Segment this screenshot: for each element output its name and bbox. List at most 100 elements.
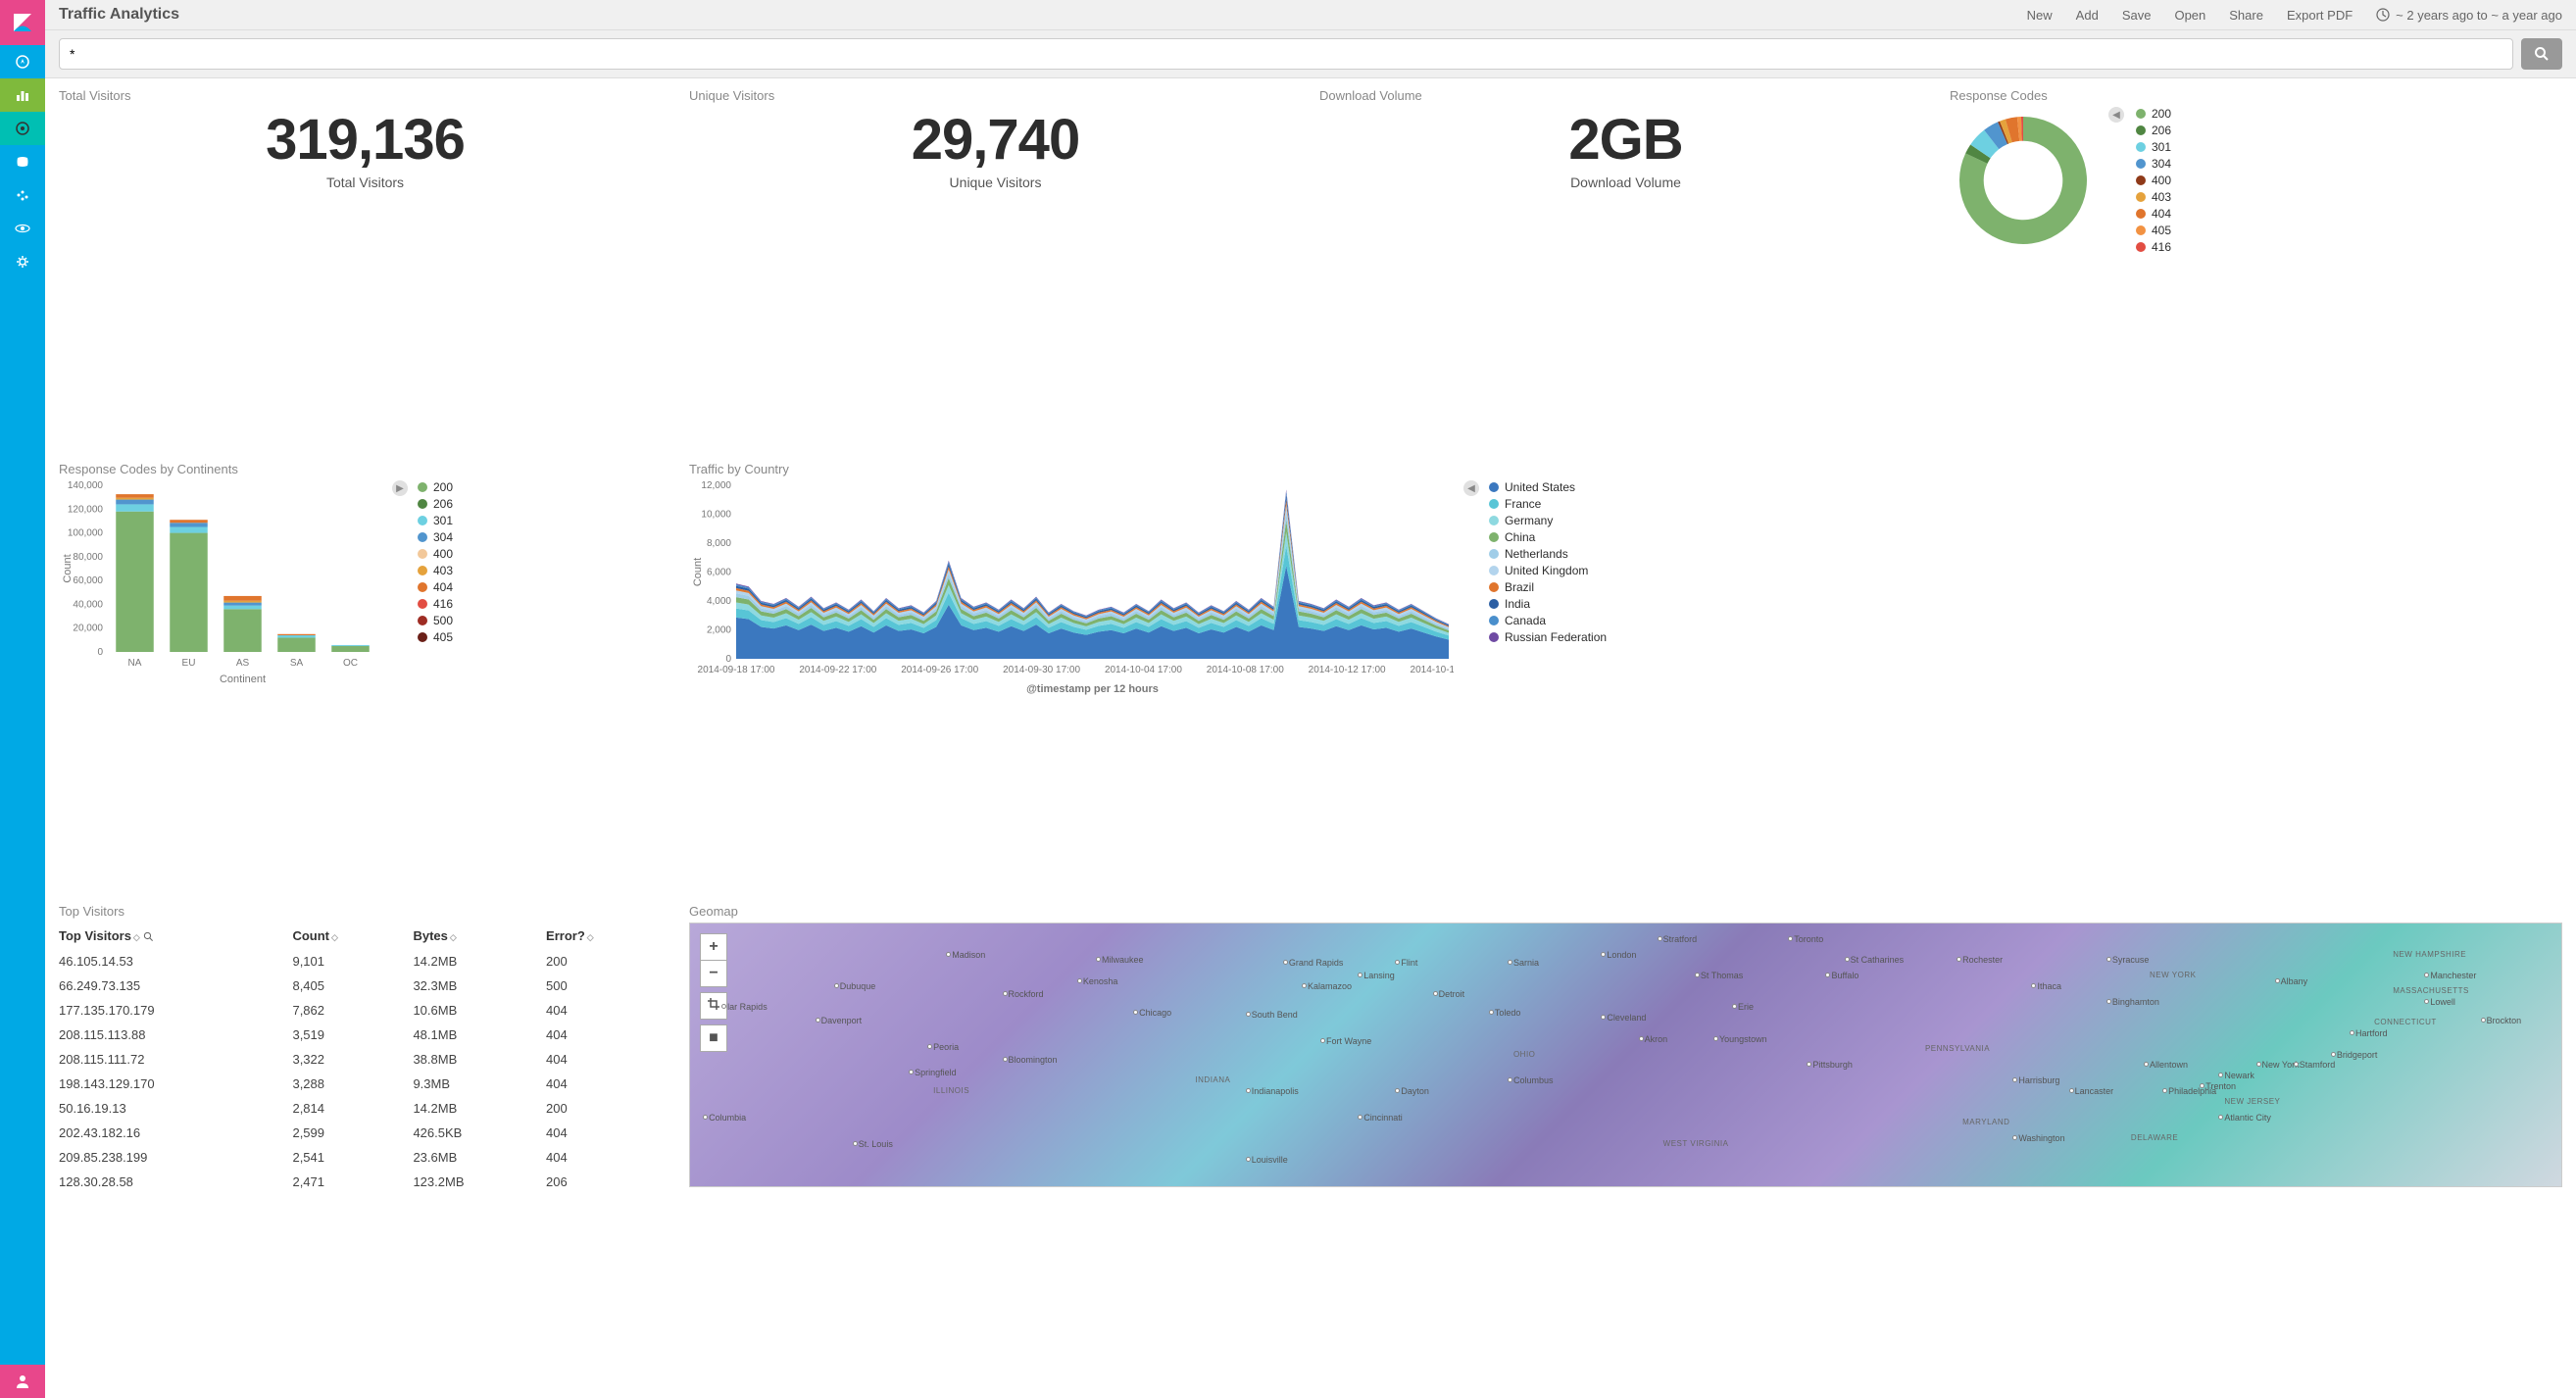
geo-city-dot: [816, 1018, 820, 1023]
panel-title: Response Codes: [1950, 88, 2562, 103]
legend-item[interactable]: Germany: [1489, 514, 1607, 527]
action-save[interactable]: Save: [2122, 8, 2152, 23]
legend-item[interactable]: China: [1489, 530, 1607, 544]
legend-item[interactable]: Russian Federation: [1489, 630, 1607, 644]
svg-text:140,000: 140,000: [68, 480, 104, 491]
column-header[interactable]: Top Visitors◇: [59, 923, 292, 949]
nav-ml[interactable]: [0, 178, 45, 212]
geo-city-label: NEW YORK: [2150, 971, 2196, 979]
legend-item[interactable]: Netherlands: [1489, 547, 1607, 561]
svg-text:Count: Count: [62, 554, 74, 582]
geo-city-dot: [1003, 991, 1008, 996]
nav-timelion[interactable]: [0, 145, 45, 178]
nav-devtools[interactable]: [0, 212, 45, 245]
svg-text:60,000: 60,000: [73, 575, 103, 586]
legend-item[interactable]: 403: [418, 564, 453, 577]
legend-item[interactable]: 206: [418, 497, 453, 511]
geo-zoom-out[interactable]: −: [700, 960, 727, 987]
geo-city-label: Buffalo: [1831, 971, 1858, 980]
table-row[interactable]: 202.43.182.162,599426.5KB404: [59, 1121, 671, 1145]
table-row[interactable]: 46.105.14.539,10114.2MB200: [59, 949, 671, 974]
legend-item[interactable]: 304: [418, 530, 453, 544]
geo-fit[interactable]: ■: [700, 1024, 727, 1052]
action-new[interactable]: New: [2027, 8, 2053, 23]
legend-item[interactable]: United States: [1489, 480, 1607, 494]
nav-dashboard[interactable]: [0, 112, 45, 145]
geo-city-dot: [1246, 1012, 1251, 1017]
legend-item[interactable]: 404: [418, 580, 453, 594]
svg-text:Continent: Continent: [220, 674, 266, 685]
table-row[interactable]: 209.85.238.1992,54123.6MB404: [59, 1145, 671, 1170]
geo-city-dot: [1713, 1036, 1718, 1041]
legend-item[interactable]: 403: [2136, 190, 2171, 204]
legend-item[interactable]: 416: [418, 597, 453, 611]
table-row[interactable]: 66.249.73.1358,40532.3MB500: [59, 974, 671, 998]
legend-item[interactable]: India: [1489, 597, 1607, 611]
geo-city-label: Binghamton: [2112, 997, 2159, 1007]
legend-item[interactable]: 500: [418, 614, 453, 627]
legend-item[interactable]: 400: [2136, 174, 2171, 187]
table-row[interactable]: 208.115.111.723,32238.8MB404: [59, 1047, 671, 1072]
table-row[interactable]: 208.115.113.883,51948.1MB404: [59, 1023, 671, 1047]
legend-item[interactable]: 405: [2136, 224, 2171, 237]
geo-city-dot: [1508, 1077, 1512, 1082]
geo-heatmap[interactable]: + − ■ ChicagoMilwaukeeMadisonGrand Rapid…: [689, 923, 2562, 1187]
legend-item[interactable]: United Kingdom: [1489, 564, 1607, 577]
geo-city-dot: [2012, 1135, 2017, 1140]
geo-city-dot: [1807, 1062, 1811, 1067]
geo-city-label: Davenport: [821, 1016, 863, 1025]
nav-discover[interactable]: [0, 45, 45, 78]
geo-city-label: Madison: [952, 950, 985, 960]
column-header[interactable]: Count◇: [292, 923, 413, 949]
legend-collapse-icon[interactable]: ◀: [1463, 480, 1479, 496]
geo-city-label: Brockton: [2487, 1016, 2522, 1025]
search-button[interactable]: [2521, 38, 2562, 70]
nav-visualize[interactable]: [0, 78, 45, 112]
table-row[interactable]: 198.143.129.1703,2889.3MB404: [59, 1072, 671, 1096]
geo-city-dot: [946, 952, 951, 957]
geo-city-dot: [1077, 978, 1082, 983]
legend-item[interactable]: 416: [2136, 240, 2171, 254]
table-row[interactable]: 50.16.19.132,81414.2MB200: [59, 1096, 671, 1121]
legend-item[interactable]: 304: [2136, 157, 2171, 171]
bar-legend: 200 206 301 304 400 403 404 416 500 405: [418, 480, 453, 644]
geo-city-dot: [1096, 957, 1101, 962]
legend-collapse-icon[interactable]: ◀: [2108, 107, 2124, 123]
action-share[interactable]: Share: [2229, 8, 2263, 23]
geo-city-label: Syracuse: [2112, 955, 2150, 965]
legend-item[interactable]: France: [1489, 497, 1607, 511]
table-row[interactable]: 128.30.28.582,471123.2MB206: [59, 1170, 671, 1194]
geo-city-dot: [2106, 999, 2111, 1004]
legend-item[interactable]: Canada: [1489, 614, 1607, 627]
column-header[interactable]: Bytes◇: [413, 923, 546, 949]
legend-item[interactable]: 200: [418, 480, 453, 494]
legend-item[interactable]: 301: [418, 514, 453, 527]
geo-zoom-in[interactable]: +: [700, 933, 727, 961]
legend-collapse-icon[interactable]: ▶: [392, 480, 408, 496]
geo-city-label: INDIANA: [1195, 1075, 1230, 1084]
action-open[interactable]: Open: [2174, 8, 2205, 23]
legend-item[interactable]: 301: [2136, 140, 2171, 154]
geo-city-label: Pittsburgh: [1812, 1060, 1853, 1070]
legend-item[interactable]: 400: [418, 547, 453, 561]
geo-city-dot: [2012, 1077, 2017, 1082]
search-input[interactable]: [59, 38, 2513, 70]
geo-city-dot: [1358, 973, 1362, 977]
geo-city-dot: [2424, 973, 2429, 977]
time-range-picker[interactable]: ~ 2 years ago to ~ a year ago: [2376, 8, 2562, 23]
column-header[interactable]: Error?◇: [546, 923, 671, 949]
legend-item[interactable]: 206: [2136, 124, 2171, 137]
geo-city-dot: [1433, 991, 1438, 996]
nav-management[interactable]: [0, 245, 45, 278]
legend-item[interactable]: 405: [418, 630, 453, 644]
table-row[interactable]: 177.135.170.1797,86210.6MB404: [59, 998, 671, 1023]
action-export[interactable]: Export PDF: [2287, 8, 2353, 23]
legend-item[interactable]: 200: [2136, 107, 2171, 121]
svg-text:20,000: 20,000: [73, 624, 103, 634]
action-add[interactable]: Add: [2076, 8, 2099, 23]
nav-user[interactable]: [0, 1365, 45, 1398]
legend-item[interactable]: Brazil: [1489, 580, 1607, 594]
legend-item[interactable]: 404: [2136, 207, 2171, 221]
panel-response-by-continent: Response Codes by Continents 020,00040,0…: [59, 462, 671, 890]
kibana-logo[interactable]: [0, 0, 45, 45]
